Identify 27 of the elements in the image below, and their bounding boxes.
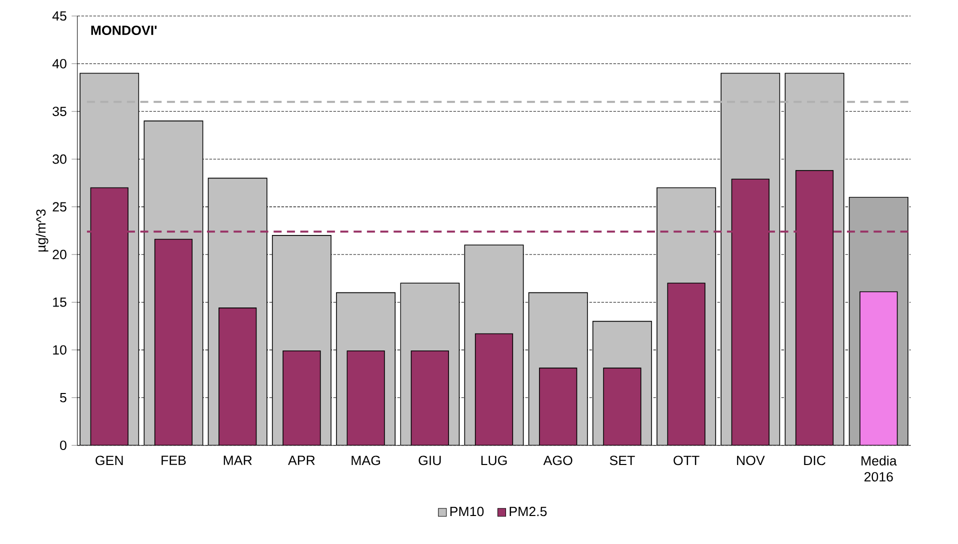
- y-tick-label: 40: [52, 58, 66, 68]
- x-tick-label: APR: [288, 456, 315, 465]
- x-tick-label: SET: [610, 456, 635, 466]
- y-tick-label: 10: [53, 345, 66, 355]
- x-tick-label: FEB: [162, 456, 186, 465]
- x-tick-label: NOV: [737, 456, 765, 466]
- x-tick-label: OTT: [674, 456, 700, 466]
- x-tick-label: GEN: [96, 456, 123, 466]
- x-tick-label: MAR: [224, 456, 252, 465]
- x-tick-label: DIC: [804, 456, 826, 466]
- text: MONDOVI': [91, 26, 157, 36]
- x-tick-label: AGO: [543, 456, 572, 466]
- x-tick-label: Media 2016: [862, 456, 897, 482]
- y-tick-label: 5: [60, 392, 66, 402]
- y-tick-label: 0: [60, 440, 66, 450]
- y-tick-label: 25: [52, 202, 66, 212]
- y-tick-label: 45: [52, 11, 66, 21]
- y-tick-label: 15: [53, 298, 66, 307]
- y-axis-title: µg/m^3: [36, 209, 48, 252]
- x-tick-label: GIU: [418, 456, 441, 466]
- x-tick-label: MAG: [352, 456, 380, 466]
- legend-label: PM10: [450, 506, 484, 516]
- y-tick-label: 30: [52, 154, 66, 164]
- legend-label: PM2.5: [510, 506, 547, 516]
- x-tick-label: LUG: [481, 456, 507, 466]
- y-tick-label: 20: [52, 250, 66, 260]
- y-tick-label: 35: [52, 106, 66, 116]
